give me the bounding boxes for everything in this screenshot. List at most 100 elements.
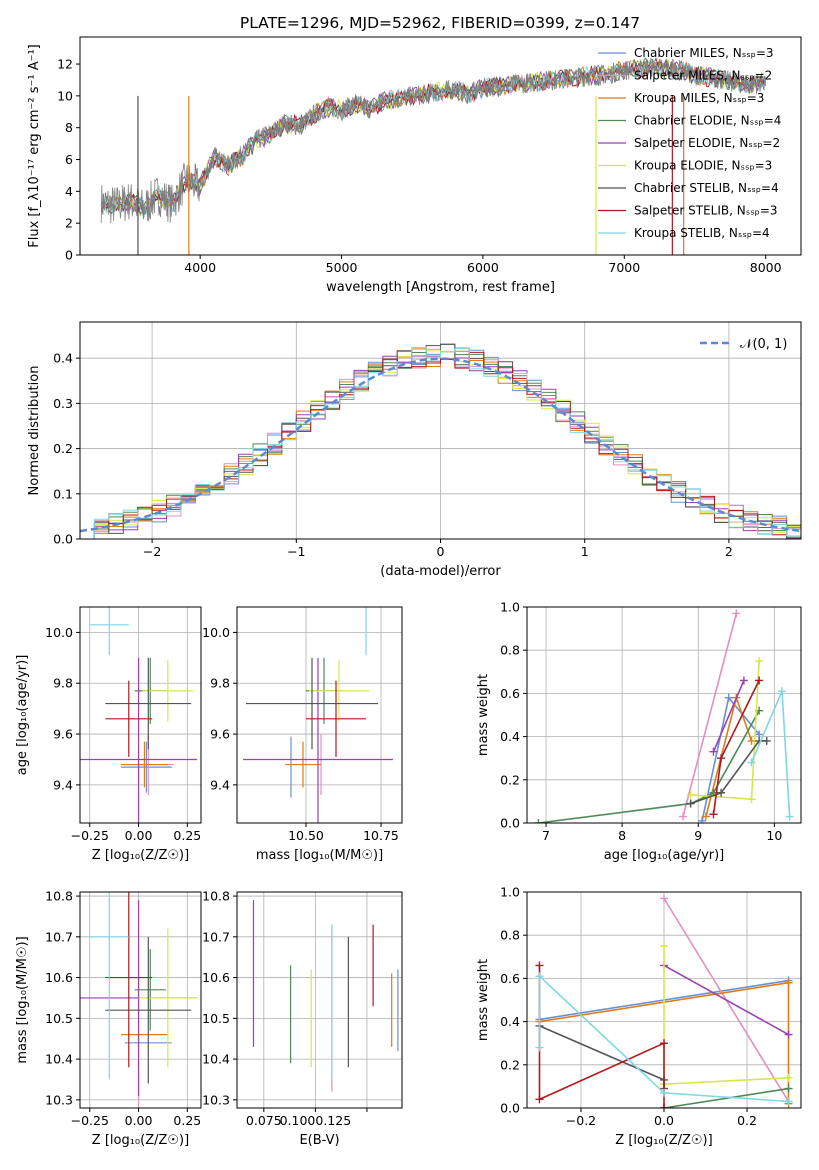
mass-weight-line [663, 1087, 789, 1108]
massweight_vs_age-axes: 7 8 9 10 0.0 0.2 0.4 0.6 0.8 1.0 age [log₁₀(age/yr… [476, 600, 802, 863]
data-spectrum-line [100, 58, 767, 224]
y-tick-label: 10.5 [202, 1011, 230, 1026]
mass-weight-line [538, 965, 665, 1108]
legend-label: Kroupa ELODIE, Nₛₛₚ=3 [634, 159, 772, 173]
x-tick-label: 2 [725, 544, 733, 559]
mass-weight-marker [739, 676, 748, 685]
y-tick-label: 0.2 [53, 441, 73, 456]
x-tick-label: 10 [766, 828, 782, 843]
plot-frame [526, 606, 802, 824]
y-tick-label: 10.3 [202, 1092, 230, 1107]
mass-weight-marker [534, 819, 543, 823]
mass-weight-marker [709, 747, 718, 756]
mass-weight-marker [755, 657, 764, 665]
y-tick-label: 10.7 [202, 929, 230, 944]
x-tick-label: 0.25 [173, 828, 201, 843]
x-axis-label: Z [log₁₀(Z/Z☉)] [615, 1133, 712, 1148]
mass-weight-marker [660, 1104, 668, 1108]
mass-weight-marker [679, 812, 688, 821]
mass-weight-marker [717, 754, 726, 763]
y-tick-label: 0.2 [500, 772, 520, 787]
mass-weight-marker [686, 790, 695, 799]
y-tick-label: 4 [65, 184, 73, 199]
mass-weight-line [538, 710, 760, 823]
y-tick-label: 0.8 [500, 643, 520, 658]
y-tick-label: 10 [57, 88, 73, 103]
x-tick-label: −0.25 [71, 1113, 109, 1128]
mass-weight-line [663, 964, 789, 1036]
x-tick-label: 5000 [326, 260, 358, 275]
plot-area [243, 607, 393, 823]
y-tick-label: 9.8 [53, 676, 73, 691]
y-tick-label: 0 [65, 248, 73, 263]
x-axis-label: wavelength [Angstrom, rest frame] [326, 280, 555, 295]
y-tick-label: 9.6 [53, 727, 73, 742]
legend-label: Kroupa STELIB, Nₛₛₚ=4 [634, 226, 770, 240]
x-axis-label: Z [log₁₀(Z/Z☉)] [92, 1133, 189, 1148]
y-tick-label: 9.4 [210, 777, 230, 792]
y-tick-label: 2 [65, 216, 73, 231]
age_vs_mass-axes: 10.50 10.75 9.4 9.6 9.8 10.0 mass [log₁₀(M/M☉)… [202, 606, 403, 863]
mass-weight-marker [784, 1084, 793, 1093]
y-tick-label: 10.3 [45, 1092, 73, 1107]
x-tick-label: 10.50 [288, 828, 324, 843]
y-axis-label: Flux [f_λ10⁻¹⁷ erg cm⁻² s⁻¹ A⁻¹] [27, 44, 42, 248]
mass-weight-marker [717, 788, 726, 797]
plot-area [80, 607, 198, 823]
mass-weight-marker [701, 812, 710, 821]
spectrum-axes: 4000 5000 6000 7000 8000 0 2 4 6 8 10 12 wavelength … [27, 36, 802, 295]
histogram-step [93, 347, 801, 539]
y-tick-label: 0.6 [500, 971, 520, 986]
y-tick-label: 10.4 [202, 1052, 230, 1067]
mass-weight-marker [535, 1043, 544, 1052]
x-tick-label: −0.25 [71, 828, 109, 843]
y-tick-label: 10.5 [45, 1011, 73, 1026]
x-tick-label: 6000 [467, 260, 499, 275]
y-tick-label: 12 [57, 57, 73, 72]
y-tick-label: 0.2 [500, 1057, 520, 1072]
plot-frame [79, 321, 802, 540]
legend-label: Salpeter MILES, Nₛₛₚ=2 [634, 69, 772, 83]
legend-label: Salpeter ELODIE, Nₛₛₚ=2 [634, 136, 780, 150]
x-tick-label: 0.2 [737, 1113, 757, 1128]
legend: Chabrier MILES, Nₛₛₚ=3 Salpeter MILES, Nₛ… [598, 46, 781, 240]
y-axis-label: mass weight [476, 959, 491, 1041]
mass-weight-marker [535, 961, 544, 970]
plot-area [80, 892, 198, 1108]
x-tick-label: −0.2 [566, 1113, 596, 1128]
x-tick-label: 8 [618, 828, 626, 843]
y-tick-label: 10.4 [45, 1052, 73, 1067]
mass-weight-marker [732, 609, 741, 618]
mass-weight-marker [762, 736, 771, 745]
y-axis-label: mass weight [476, 674, 491, 756]
y-tick-label: 9.6 [210, 727, 230, 742]
x-axis-label: (data-model)/error [380, 564, 501, 579]
y-tick-label: 0.3 [53, 396, 73, 411]
y-tick-label: 0.6 [500, 686, 520, 701]
x-tick-label: 0.00 [125, 828, 153, 843]
y-tick-label: 1.0 [500, 885, 520, 900]
y-tick-label: 8 [65, 120, 73, 135]
massweight_vs_Z-axes: −0.2 0.0 0.2 0.0 0.2 0.4 0.6 0.8 1.0 Z [log₁₀(Z/Z… [476, 885, 802, 1148]
x-tick-label: 1 [581, 544, 589, 559]
mass-weight-marker [660, 942, 668, 950]
y-tick-label: 0.0 [500, 1101, 520, 1116]
plot-frame [79, 36, 802, 256]
mass-weight-marker [660, 894, 668, 903]
legend-label: Chabrier MILES, Nₛₛₚ=3 [634, 46, 774, 60]
age_vs_Z-axes: −0.25 0.00 0.25 9.4 9.6 9.8 10.0 Z [log₁₀(Z/Z☉)… [15, 606, 202, 863]
x-tick-label: 7000 [608, 260, 640, 275]
mass-weight-marker [747, 795, 756, 804]
legend-label: Kroupa MILES, Nₛₛₚ=3 [634, 91, 764, 105]
x-tick-label: 0 [437, 544, 445, 559]
y-tick-label: 10.6 [202, 970, 230, 985]
mass-weight-marker [660, 1039, 668, 1048]
y-tick-label: 9.4 [53, 777, 73, 792]
mass-weight-marker [784, 978, 793, 987]
x-tick-label: 0.075 [246, 1113, 282, 1128]
y-tick-label: 0.4 [53, 351, 73, 366]
legend-label: 𝒩(0, 1) [740, 337, 787, 352]
plot-area [534, 609, 794, 823]
